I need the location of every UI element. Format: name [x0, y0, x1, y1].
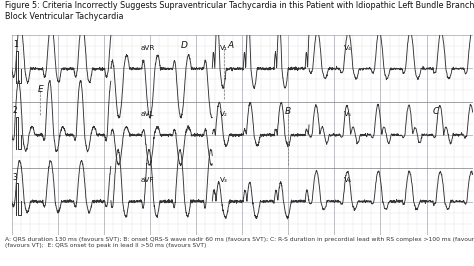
Text: aVR: aVR	[141, 45, 155, 51]
Text: V₄: V₄	[344, 45, 352, 51]
Text: 3: 3	[13, 173, 18, 182]
Text: V₅: V₅	[344, 111, 351, 117]
Text: E: E	[37, 85, 43, 94]
Text: aVL: aVL	[141, 111, 154, 117]
Text: V₃: V₃	[220, 177, 228, 183]
Text: Figure 5: Criteria Incorrectly Suggests Supraventricular Tachycardia in this Pat: Figure 5: Criteria Incorrectly Suggests …	[5, 1, 474, 22]
Text: C: C	[433, 107, 439, 116]
Text: B: B	[285, 107, 292, 116]
Text: aVF: aVF	[141, 177, 155, 183]
Text: V₁: V₁	[220, 45, 228, 51]
Text: A: A	[228, 41, 234, 49]
Text: D: D	[181, 41, 188, 49]
Text: V₂: V₂	[220, 111, 228, 117]
Text: V₆: V₆	[344, 177, 352, 183]
Text: 1: 1	[13, 40, 18, 49]
Text: A: QRS duration 130 ms (favours SVT); B: onset QRS-S wave nadir 60 ms (favours S: A: QRS duration 130 ms (favours SVT); B:…	[5, 237, 474, 248]
Text: 2: 2	[13, 106, 18, 115]
